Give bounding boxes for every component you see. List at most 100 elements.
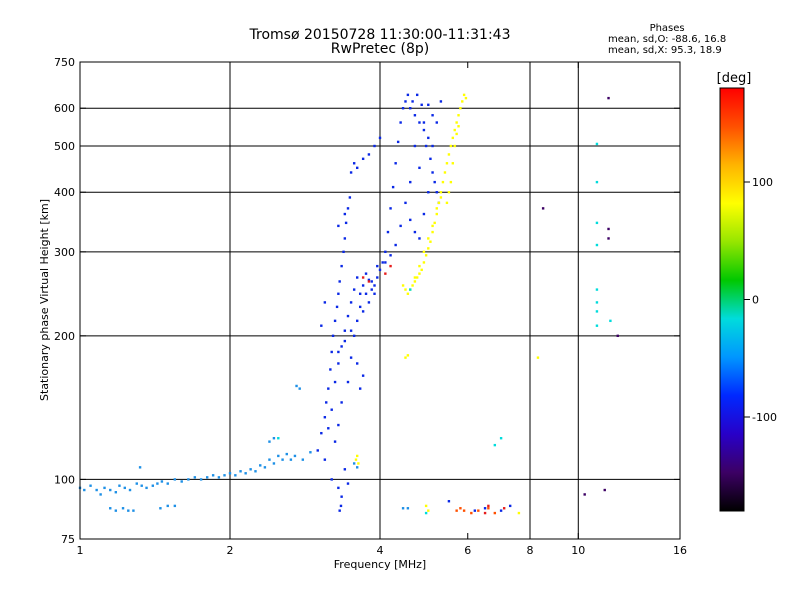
data-point bbox=[429, 157, 432, 161]
data-point bbox=[447, 191, 451, 194]
data-point bbox=[451, 162, 455, 165]
data-point bbox=[418, 166, 421, 170]
data-point bbox=[89, 484, 92, 487]
data-point bbox=[431, 144, 434, 148]
data-point bbox=[487, 507, 490, 510]
data-point bbox=[343, 237, 347, 240]
data-point bbox=[493, 443, 497, 447]
data-point bbox=[424, 511, 428, 515]
data-point bbox=[418, 237, 421, 240]
data-point bbox=[330, 478, 333, 481]
data-point bbox=[346, 482, 350, 485]
data-point bbox=[333, 319, 337, 323]
data-point bbox=[187, 478, 190, 481]
data-point bbox=[603, 488, 606, 492]
data-point bbox=[413, 280, 417, 283]
data-point bbox=[348, 196, 352, 199]
data-point bbox=[384, 250, 387, 254]
data-point bbox=[123, 486, 126, 490]
data-point bbox=[455, 509, 458, 512]
data-point bbox=[114, 509, 118, 512]
data-point bbox=[323, 416, 327, 419]
x-tick-label: 6 bbox=[464, 544, 471, 557]
data-point bbox=[349, 301, 353, 304]
data-point bbox=[541, 207, 545, 210]
data-point bbox=[457, 114, 460, 117]
data-point bbox=[536, 356, 540, 359]
data-point bbox=[355, 362, 359, 365]
data-point bbox=[166, 504, 169, 508]
data-point bbox=[457, 125, 460, 128]
data-point bbox=[343, 329, 347, 332]
data-point bbox=[404, 356, 407, 359]
data-point bbox=[361, 284, 365, 287]
data-point bbox=[607, 237, 610, 240]
data-point bbox=[406, 354, 410, 357]
data-point bbox=[396, 140, 400, 144]
data-point bbox=[358, 387, 362, 390]
data-point bbox=[121, 507, 125, 510]
data-point bbox=[378, 136, 382, 140]
data-point bbox=[358, 292, 362, 295]
data-point bbox=[464, 96, 468, 100]
data-point bbox=[595, 310, 599, 313]
x-tick-label: 10 bbox=[571, 544, 585, 557]
data-point bbox=[424, 144, 428, 148]
data-point bbox=[329, 368, 332, 371]
data-point bbox=[127, 509, 130, 512]
data-point bbox=[352, 162, 356, 165]
data-point bbox=[433, 221, 436, 225]
data-point bbox=[487, 504, 490, 508]
data-point bbox=[325, 401, 328, 404]
data-point bbox=[445, 162, 449, 165]
data-point bbox=[355, 466, 359, 469]
data-point bbox=[435, 121, 438, 124]
data-point bbox=[422, 212, 426, 216]
data-point bbox=[384, 261, 387, 264]
data-point bbox=[517, 511, 521, 515]
data-point bbox=[462, 93, 466, 97]
data-point bbox=[340, 401, 343, 404]
data-point bbox=[418, 121, 421, 124]
data-point bbox=[453, 144, 456, 148]
data-point bbox=[449, 144, 453, 148]
data-point bbox=[234, 474, 237, 477]
grid-layer bbox=[80, 62, 680, 539]
data-point bbox=[151, 484, 155, 487]
phase-stats-o-mode: mean, sd,O: -88.6, 16.8 bbox=[608, 34, 727, 45]
data-point bbox=[337, 350, 340, 354]
y-tick-label: 75 bbox=[61, 533, 75, 546]
data-point bbox=[406, 93, 410, 97]
data-point bbox=[263, 466, 267, 469]
data-point bbox=[607, 227, 610, 231]
data-point bbox=[268, 440, 271, 443]
data-point bbox=[391, 185, 395, 189]
data-point bbox=[156, 482, 159, 485]
data-point bbox=[439, 191, 443, 194]
data-point bbox=[367, 278, 371, 282]
y-tick-label: 200 bbox=[54, 330, 75, 343]
data-point bbox=[358, 305, 362, 309]
data-point bbox=[595, 324, 599, 327]
x-axis-label: Frequency [MHz] bbox=[334, 558, 426, 571]
data-point bbox=[355, 276, 359, 279]
data-point bbox=[404, 288, 407, 291]
data-point bbox=[420, 103, 423, 107]
data-point bbox=[483, 511, 487, 515]
y-axis-label: Stationary phase Virtual Height [km] bbox=[38, 199, 51, 401]
data-point bbox=[109, 507, 112, 510]
data-point bbox=[352, 334, 356, 338]
data-point bbox=[335, 305, 339, 309]
x-tick-label: 2 bbox=[227, 544, 234, 557]
data-point bbox=[376, 264, 379, 268]
data-point bbox=[295, 384, 298, 388]
data-point bbox=[135, 482, 138, 485]
data-point bbox=[404, 100, 407, 103]
data-point bbox=[272, 462, 276, 465]
data-point bbox=[268, 458, 271, 461]
data-point bbox=[404, 201, 407, 205]
data-point bbox=[138, 466, 142, 469]
data-point bbox=[422, 250, 426, 254]
